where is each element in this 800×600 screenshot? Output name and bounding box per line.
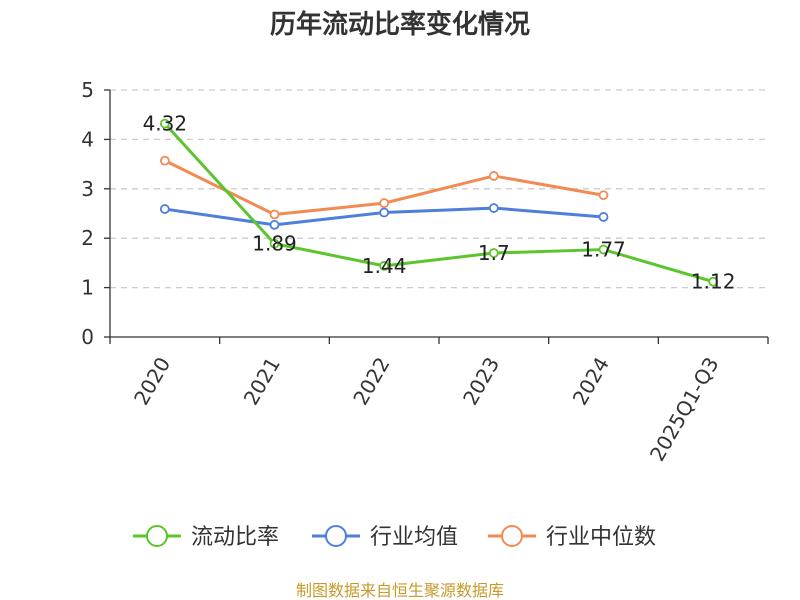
chart-title: 历年流动比率变化情况 [270, 9, 530, 40]
x-tick-label: 2023 [458, 353, 504, 409]
legend-marker [146, 525, 168, 547]
legend-label: 流动比率 [191, 525, 279, 550]
y-tick-label: 5 [81, 78, 94, 102]
data-point [488, 171, 499, 181]
data-point [269, 238, 280, 249]
data-point [488, 203, 499, 213]
axes: 0 1 2 3 4 5 2020 2021 2022 2023 2024 2025Q1-Q3 [81, 78, 769, 465]
data-point [379, 207, 390, 218]
data-point [269, 219, 280, 230]
legend-item[interactable]: 行业均值 [312, 525, 458, 550]
x-tick-label: 2024 [568, 353, 614, 409]
y-tick-label: 4 [81, 127, 94, 151]
series-line-0 [163, 122, 714, 284]
data-label: 1.44 [362, 254, 407, 278]
x-tick-label: 2022 [348, 353, 394, 409]
y-tick-label: 2 [81, 226, 94, 250]
data-point [598, 244, 609, 255]
x-tick-label: 2021 [239, 353, 285, 409]
data-point [379, 260, 390, 271]
legend-label: 行业均值 [370, 525, 458, 550]
legend-item[interactable]: 流动比率 [133, 525, 279, 550]
legend-label: 行业中位数 [546, 525, 656, 550]
y-tick-label: 1 [81, 276, 94, 300]
data-labels: 4.32 1.89 1.44 1.7 1.77 1.12 [143, 112, 736, 294]
data-point [159, 118, 170, 129]
data-point [379, 198, 390, 209]
data-point [488, 248, 499, 258]
data-label: 4.32 [143, 112, 188, 136]
data-point [159, 204, 170, 214]
data-point [269, 209, 280, 220]
data-point [159, 155, 170, 166]
y-tick-label: 3 [81, 177, 94, 201]
legend-marker [501, 525, 523, 547]
data-point [598, 190, 609, 201]
data-point [598, 212, 609, 222]
data-label: 1.12 [691, 270, 736, 294]
x-tick-label: 2025Q1-Q3 [645, 353, 724, 465]
legend-item[interactable]: 行业中位数 [488, 525, 656, 550]
data-label: 1.77 [581, 238, 626, 262]
legend: 流动比率 行业均值 行业中位数 [133, 525, 656, 550]
source-note: 制图数据来自恒生聚源数据库 [296, 581, 504, 600]
data-label: 1.7 [478, 241, 510, 265]
data-label: 1.89 [252, 232, 297, 256]
data-point [708, 276, 719, 287]
legend-marker [325, 525, 347, 547]
series-group [159, 118, 719, 287]
y-tick-label: 0 [81, 325, 94, 349]
x-tick-label: 2020 [129, 353, 175, 409]
